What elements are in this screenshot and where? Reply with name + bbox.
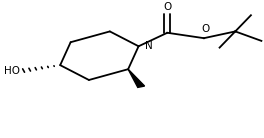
Text: N: N (145, 41, 153, 51)
Text: O: O (201, 24, 209, 34)
Polygon shape (128, 69, 145, 87)
Text: HO: HO (4, 66, 20, 75)
Text: O: O (163, 2, 171, 12)
